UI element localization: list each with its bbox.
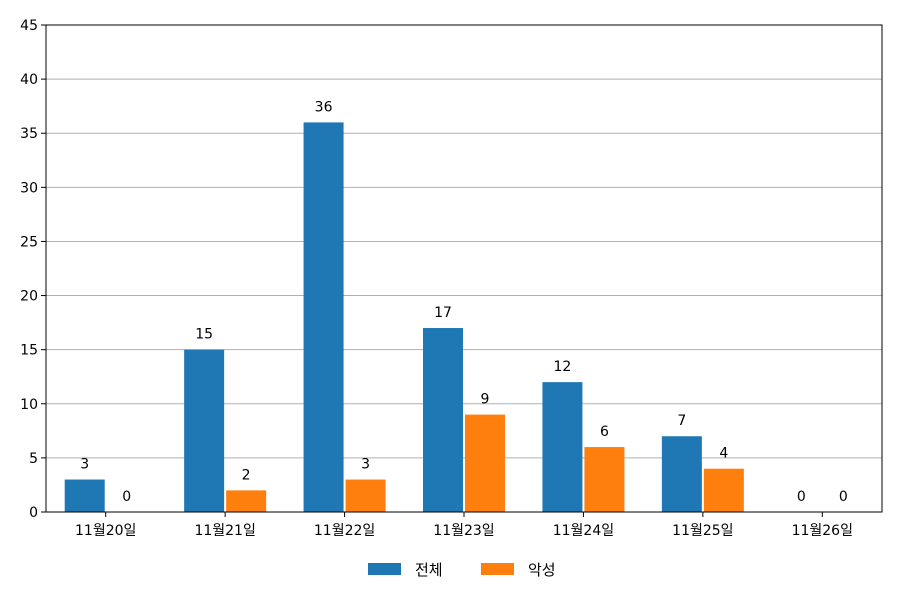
y-tick-label: 35 — [20, 126, 38, 142]
bars — [64, 122, 744, 513]
bar-value-label: 6 — [600, 424, 609, 440]
bar-total — [64, 479, 105, 512]
bar-malicious — [465, 414, 505, 512]
y-tick-label: 45 — [20, 18, 38, 34]
y-tick-label: 10 — [20, 397, 38, 413]
bar-value-label: 4 — [719, 446, 728, 462]
bar-value-label: 0 — [122, 489, 131, 505]
y-tick-label: 30 — [20, 180, 38, 196]
legend: 전체 악성 — [368, 561, 556, 579]
bar-total — [542, 382, 583, 512]
x-tick-label: 11월24일 — [553, 523, 614, 539]
bar-total — [184, 349, 225, 512]
y-tick-label: 40 — [20, 72, 38, 88]
bar-total — [661, 436, 702, 512]
y-tick-label: 5 — [29, 451, 38, 467]
bar-value-label: 3 — [80, 457, 89, 473]
bar-value-label: 2 — [242, 467, 251, 483]
bar-malicious — [226, 490, 267, 512]
bar-total — [303, 122, 344, 513]
x-tick-label: 11월26일 — [792, 523, 853, 539]
x-tick-label: 11월23일 — [433, 523, 494, 539]
x-tick-label: 11월25일 — [672, 523, 733, 539]
bar-value-label: 17 — [434, 305, 452, 321]
bar-malicious — [703, 468, 744, 512]
x-tick-label: 11월20일 — [75, 523, 136, 539]
bar-value-label: 7 — [677, 413, 686, 429]
bar-value-label: 12 — [554, 359, 572, 375]
x-axis: 11월20일 11월21일 11월22일 11월23일 11월24일 11월25일 11월2… — [75, 512, 853, 539]
bar-value-label: 0 — [839, 489, 848, 505]
bar-value-label: 0 — [797, 489, 806, 505]
bar-value-label: 36 — [315, 99, 333, 115]
y-tick-label: 0 — [29, 505, 38, 521]
legend-label: 악성 — [528, 561, 556, 579]
y-tick-label: 15 — [20, 343, 38, 359]
y-tick-label: 20 — [20, 289, 38, 305]
bar-total — [423, 328, 463, 512]
plot-frame — [45, 24, 883, 513]
y-tick-label: 25 — [20, 234, 38, 250]
bar-malicious — [584, 447, 625, 512]
gridlines — [46, 78, 882, 459]
legend-swatch — [481, 563, 514, 575]
x-tick-label: 11월21일 — [194, 523, 255, 539]
bar-value-label: 3 — [361, 457, 370, 473]
x-tick-label: 11월22일 — [314, 523, 375, 539]
data-labels: 3 0 15 2 36 3 17 9 12 6 7 4 0 0 — [80, 99, 847, 505]
legend-label: 전체 — [415, 561, 443, 579]
bar-value-label: 9 — [481, 392, 490, 408]
y-axis: 0 5 10 15 20 25 30 35 40 45 — [20, 18, 46, 521]
legend-swatch — [368, 563, 401, 575]
bar-malicious — [345, 479, 386, 512]
bar-value-label: 15 — [195, 327, 213, 343]
